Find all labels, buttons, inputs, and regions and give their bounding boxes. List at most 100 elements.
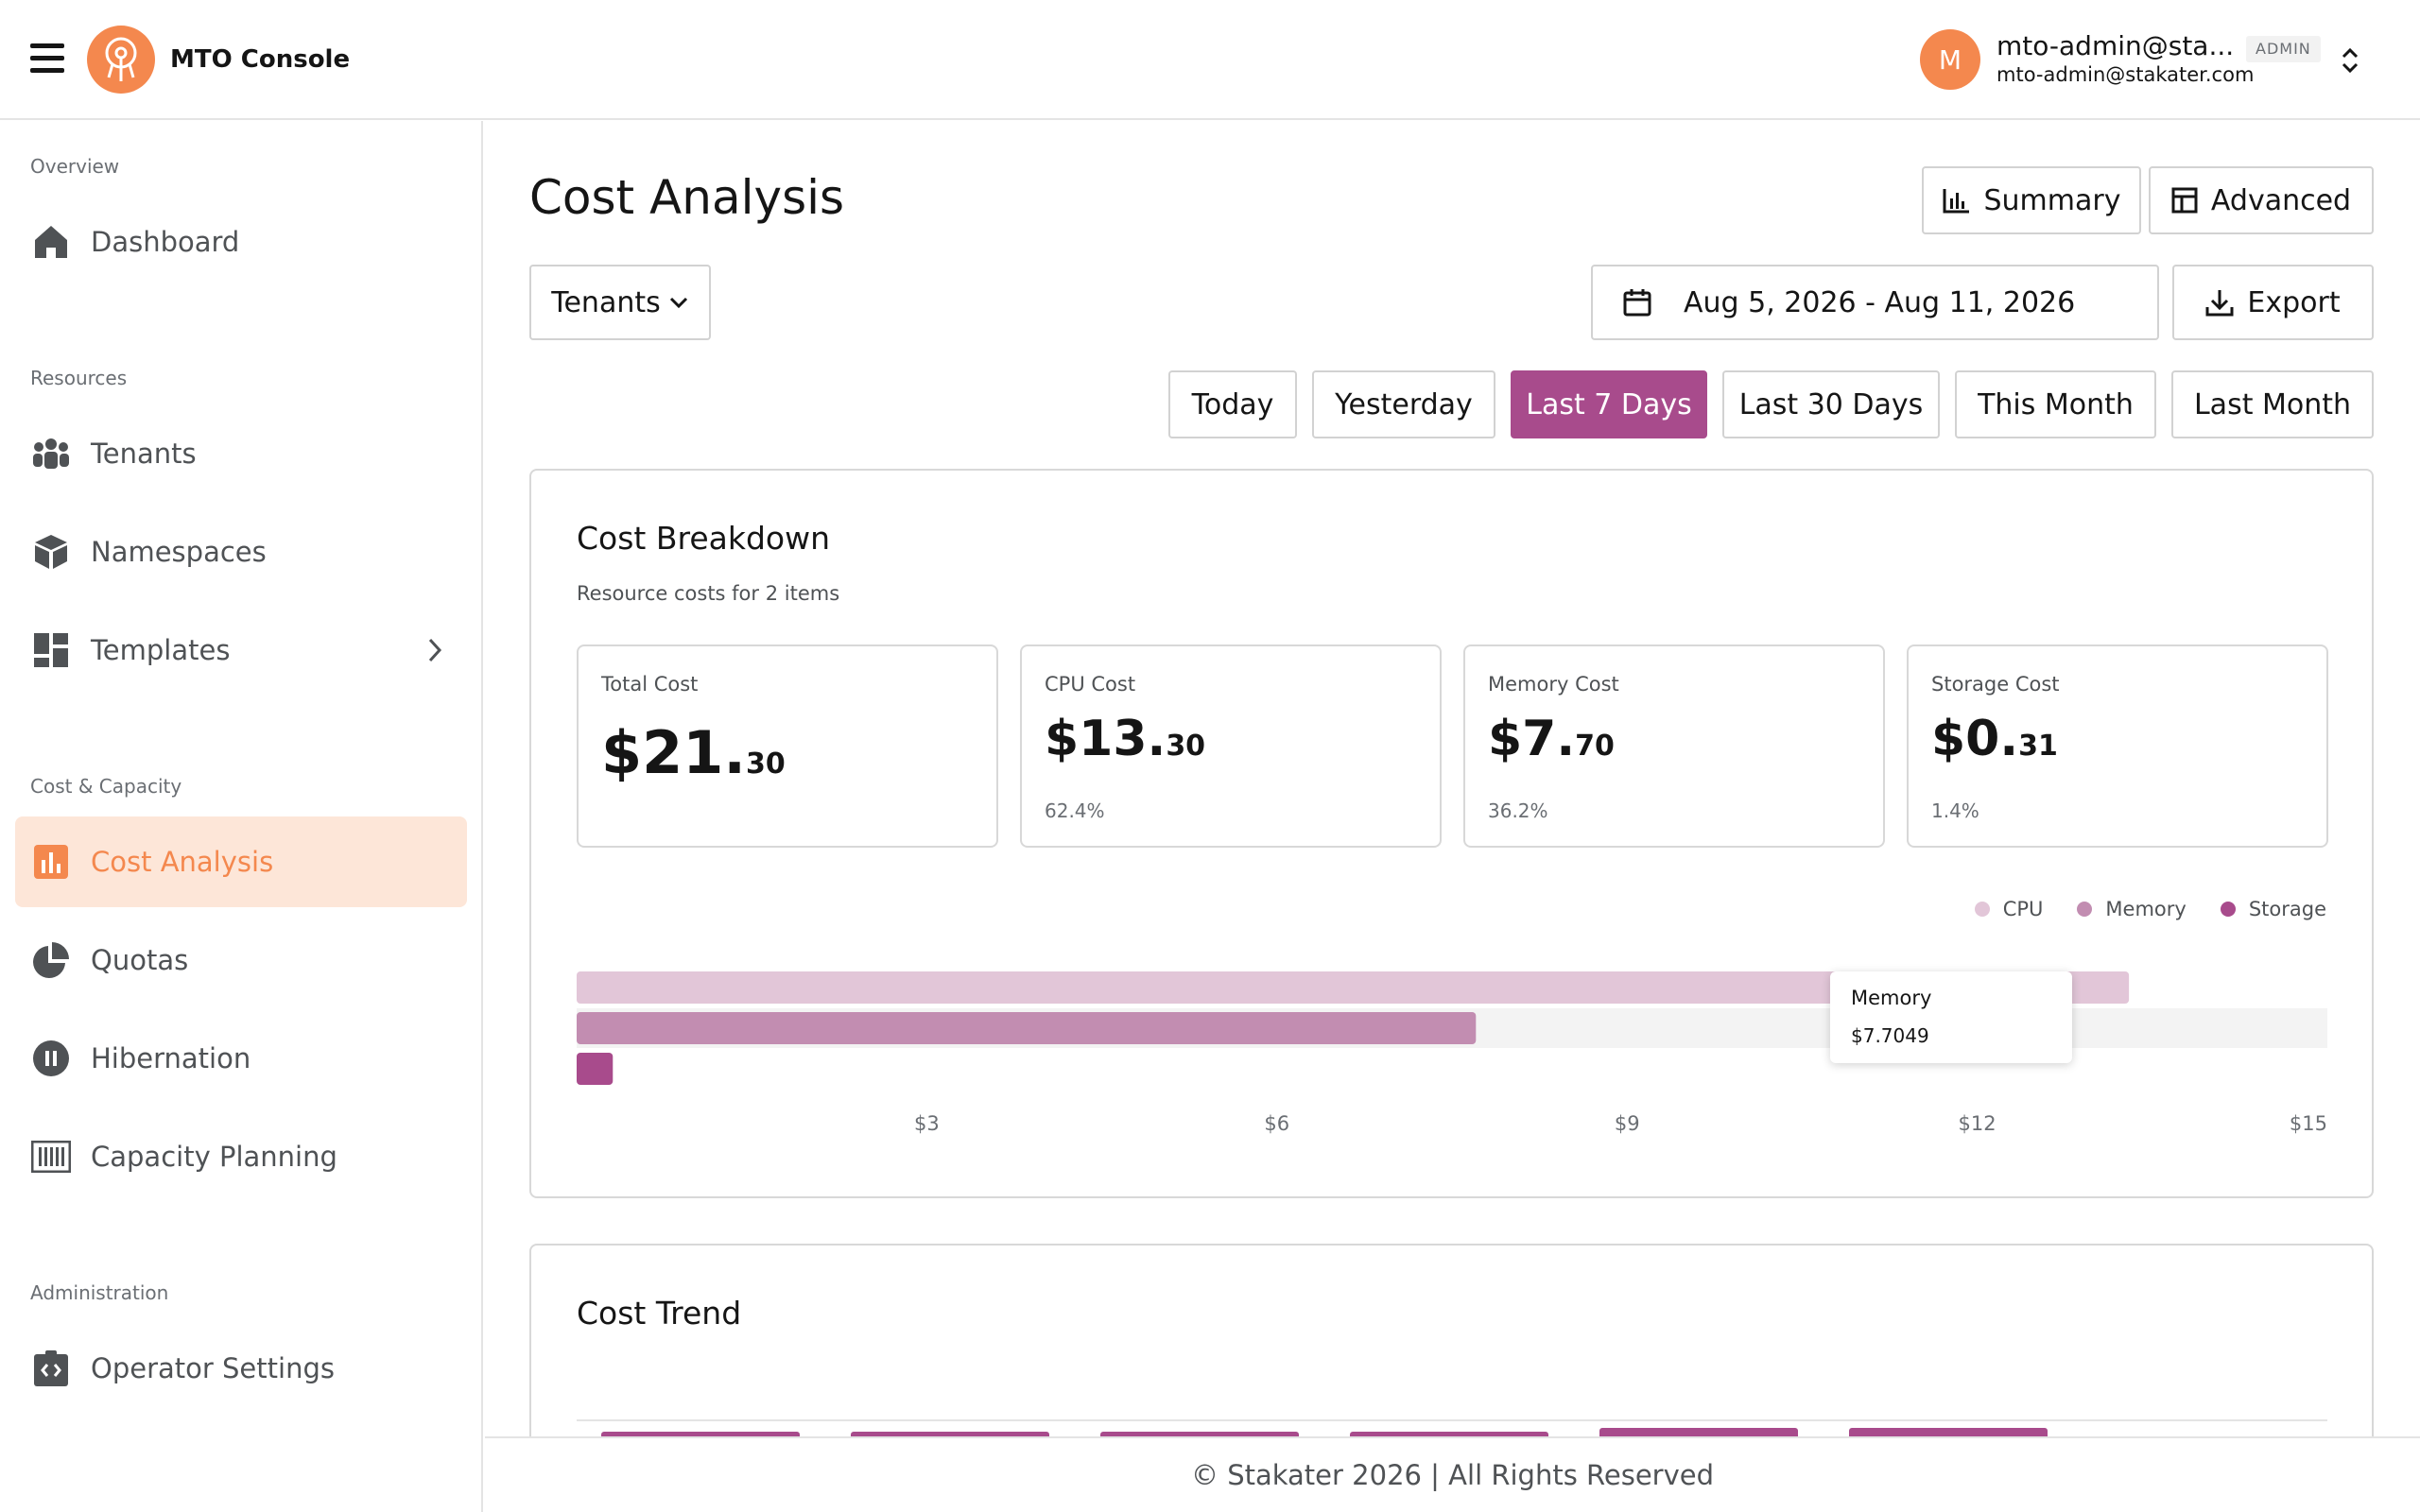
summary-label: Summary [1983,183,2121,217]
table-icon [2171,187,2198,214]
chevron-right-icon[interactable] [425,637,444,663]
bar-chart-icon [1943,187,1971,214]
sidebar-item-operator-settings[interactable]: Operator Settings [15,1323,467,1414]
stat-percent: 1.4% [1931,799,1979,822]
footer: © Stakater 2026 | All Rights Reserved [485,1436,2420,1512]
sidebar-item-capacity-planning[interactable]: Capacity Planning [15,1111,467,1202]
code-settings-icon [30,1348,72,1389]
stat-storage-cost: Storage Cost $0.31 1.4% [1907,644,2328,848]
section-label-overview: Overview [30,155,120,178]
x-tick-label: $15 [2290,1112,2327,1135]
stat-percent: 62.4% [1045,799,1105,822]
sidebar-item-templates[interactable]: Templates [15,605,467,696]
stat-label: CPU Cost [1045,673,1136,696]
sidebar-item-label: Cost Analysis [91,846,274,878]
download-icon [2205,288,2234,317]
x-tick-label: $3 [914,1112,940,1135]
chart-bar-icon [30,841,72,883]
cost-breakdown-card: Cost Breakdown Resource costs for 2 item… [529,469,2374,1198]
role-badge: ADMIN [2246,36,2321,62]
range-today-button[interactable]: Today [1168,370,1297,438]
barcode-icon [30,1136,72,1177]
users-icon [30,433,72,474]
sidebar-item-label: Tenants [91,438,197,470]
sidebar-item-cost-analysis[interactable]: Cost Analysis [15,816,467,907]
sidebar-item-label: Hibernation [91,1042,251,1074]
bar-cpu[interactable] [577,971,2130,1004]
sidebar-item-tenants[interactable]: Tenants [15,408,467,499]
sidebar-item-label: Namespaces [91,536,267,568]
sidebar-item-label: Operator Settings [91,1352,335,1384]
advanced-view-button[interactable]: Advanced [2149,166,2374,234]
calendar-icon [1623,288,1651,317]
user-name: mto-admin@sta... [1996,30,2235,61]
stat-value: $13.30 [1045,711,1206,767]
chart-legend: CPU Memory Storage [1941,898,2326,920]
mto-logo-icon[interactable] [87,26,155,94]
stat-value: $7.70 [1488,711,1615,767]
stat-label: Storage Cost [1931,673,2060,696]
range-this-month-button[interactable]: This Month [1955,370,2156,438]
stat-total-cost: Total Cost $21.30 [577,644,998,848]
masthead: MTO Console M mto-admin@sta... mto-admin… [0,0,2420,120]
x-tick-label: $12 [1959,1112,1996,1135]
bar-memory[interactable] [577,1012,1477,1044]
sidebar-item-dashboard[interactable]: Dashboard [15,197,467,287]
section-label-cost-capacity: Cost & Capacity [30,775,182,798]
stat-memory-cost: Memory Cost $7.70 36.2% [1463,644,1885,848]
pause-circle-icon [30,1038,72,1079]
section-label-administration: Administration [30,1281,169,1304]
app-title[interactable]: MTO Console [170,45,351,74]
sidebar-item-label: Templates [91,634,231,666]
export-button[interactable]: Export [2172,265,2374,340]
chevron-down-icon [668,296,689,309]
stat-percent: 36.2% [1488,799,1548,822]
range-last-30-days-button[interactable]: Last 30 Days [1722,370,1940,438]
page-title: Cost Analysis [529,170,845,225]
advanced-label: Advanced [2210,183,2352,217]
stat-label: Memory Cost [1488,673,1619,696]
card-title: Cost Trend [577,1295,742,1332]
avatar[interactable]: M [1920,29,1980,90]
card-subtitle: Resource costs for 2 items [577,582,840,605]
stat-cpu-cost: CPU Cost $13.30 62.4% [1020,644,1442,848]
tooltip-title: Memory [1851,987,1932,1009]
stat-value: $21.30 [601,718,786,787]
summary-view-button[interactable]: Summary [1922,166,2141,234]
range-last-7-days-button[interactable]: Last 7 Days [1511,370,1707,438]
legend-item-storage[interactable]: Storage [2220,898,2326,920]
card-title: Cost Breakdown [577,520,831,557]
range-yesterday-button[interactable]: Yesterday [1312,370,1495,438]
pie-chart-icon [30,939,72,981]
user-email: mto-admin@stakater.com [1996,63,2255,86]
bar-storage[interactable] [577,1053,614,1085]
chart-tooltip: Memory $7.7049 [1830,971,2072,1063]
range-last-month-button[interactable]: Last Month [2171,370,2374,438]
sidebar-item-namespaces[interactable]: Namespaces [15,507,467,597]
trend-gridline [577,1419,2327,1421]
legend-item-memory[interactable]: Memory [2077,898,2187,920]
section-label-resources: Resources [30,367,128,389]
home-icon [30,221,72,263]
x-tick-label: $9 [1615,1112,1640,1135]
chevron-updown-icon[interactable] [2339,44,2361,77]
date-range-picker[interactable]: Aug 5, 2026 - Aug 11, 2026 [1591,265,2159,340]
tooltip-value: $7.7049 [1851,1024,1929,1047]
sidebar-item-label: Capacity Planning [91,1141,337,1173]
sidebar-item-quotas[interactable]: Quotas [15,915,467,1005]
x-tick-label: $6 [1264,1112,1289,1135]
legend-item-cpu[interactable]: CPU [1974,898,2043,920]
date-range-value: Aug 5, 2026 - Aug 11, 2026 [1684,285,2076,319]
cube-icon [30,531,72,573]
stat-label: Total Cost [601,673,699,696]
sidebar: Overview Dashboard Resources Tenants Nam… [0,121,483,1512]
sidebar-item-hibernation[interactable]: Hibernation [15,1013,467,1104]
stat-value: $0.31 [1931,711,2058,767]
sidebar-item-label: Dashboard [91,226,240,258]
filter-value: Tenants [551,285,661,319]
entity-filter-select[interactable]: Tenants [529,265,711,340]
hamburger-icon[interactable] [30,43,64,74]
sidebar-item-label: Quotas [91,944,189,976]
dashboard-grid-icon [30,629,72,671]
export-label: Export [2247,285,2341,319]
